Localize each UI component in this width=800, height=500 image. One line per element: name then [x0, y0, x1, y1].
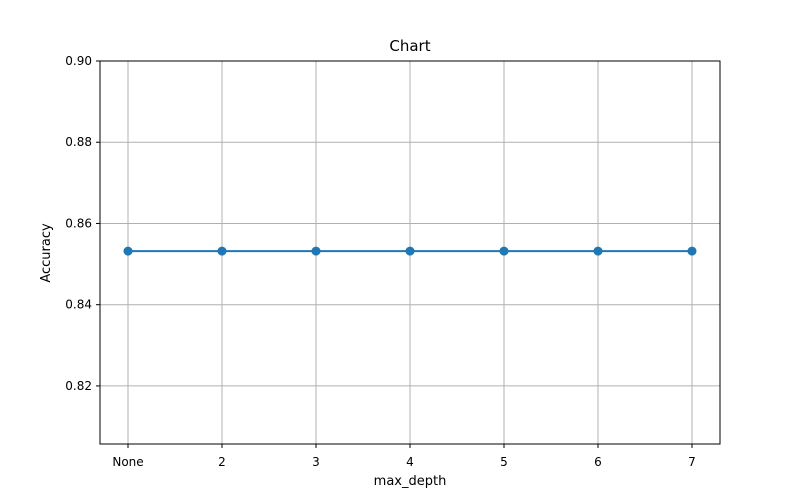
y-tick-label: 0.90 [65, 54, 92, 68]
data-point [217, 246, 227, 256]
data-point [593, 246, 603, 256]
data-point [311, 246, 321, 256]
x-tick-label: 3 [312, 455, 320, 469]
y-tick-label: 0.86 [65, 216, 92, 230]
x-tick-label: 4 [406, 455, 414, 469]
y-axis-label: Accuracy [39, 223, 54, 283]
data-point [123, 246, 133, 256]
y-tick-label: 0.82 [65, 379, 92, 393]
data-point [405, 246, 415, 256]
y-tick-label: 0.84 [65, 298, 92, 312]
data-point [687, 246, 697, 256]
x-axis: None 2 3 4 5 6 7 [112, 444, 696, 469]
x-tick-label: 2 [218, 455, 226, 469]
x-tick-label: 6 [594, 455, 602, 469]
chart-title: Chart [389, 37, 430, 55]
x-axis-label: max_depth [374, 474, 447, 489]
series-group [123, 246, 697, 256]
data-point [499, 246, 509, 256]
x-tick-label: 5 [500, 455, 508, 469]
y-axis: 0.82 0.84 0.86 0.88 0.90 [65, 54, 100, 393]
y-tick-label: 0.88 [65, 135, 92, 149]
x-tick-label: None [112, 455, 143, 469]
x-tick-label: 7 [688, 455, 696, 469]
